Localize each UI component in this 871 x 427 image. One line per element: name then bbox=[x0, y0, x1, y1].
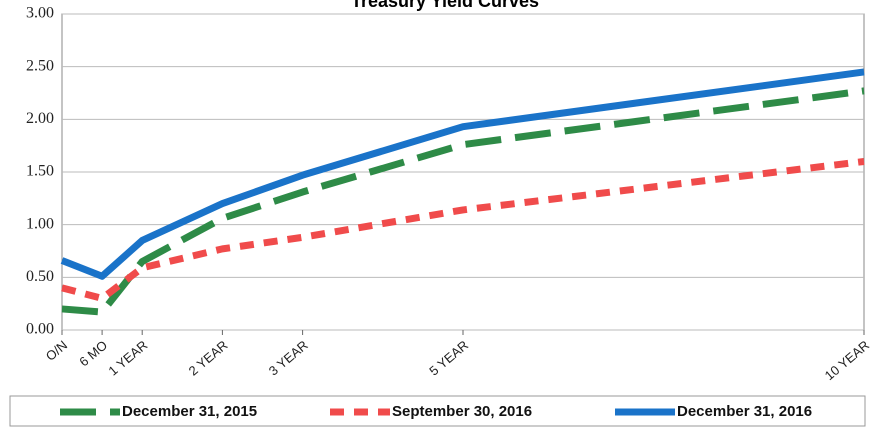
legend-label: December 31, 2015 bbox=[122, 403, 257, 420]
chart-title: Treasury Yield Curves bbox=[351, 0, 539, 11]
x-tick-label: O/N bbox=[43, 337, 70, 363]
x-tick-label: 3 YEAR bbox=[266, 337, 311, 378]
y-tick-label: 1.00 bbox=[26, 215, 54, 232]
y-tick-label: 3.00 bbox=[26, 5, 54, 22]
y-tick-label: 2.00 bbox=[26, 110, 54, 127]
x-tick-label: 2 YEAR bbox=[186, 337, 231, 378]
y-tick-label: 2.50 bbox=[26, 57, 54, 74]
y-tick-label: 1.50 bbox=[26, 163, 54, 180]
y-tick-label: 0.50 bbox=[26, 268, 54, 285]
series-line bbox=[61, 157, 865, 302]
x-tick-label: 10 YEAR bbox=[822, 337, 871, 383]
series-line bbox=[60, 68, 865, 280]
legend-box bbox=[9, 395, 866, 427]
legend-label: December 31, 2016 bbox=[677, 403, 812, 420]
y-tick-label: 0.00 bbox=[26, 321, 54, 338]
legend-label: September 30, 2016 bbox=[392, 403, 532, 420]
x-tick-label: 6 MO bbox=[76, 337, 110, 369]
x-tick-label: 1 YEAR bbox=[105, 337, 150, 378]
x-tick-label: 5 YEAR bbox=[426, 337, 471, 378]
